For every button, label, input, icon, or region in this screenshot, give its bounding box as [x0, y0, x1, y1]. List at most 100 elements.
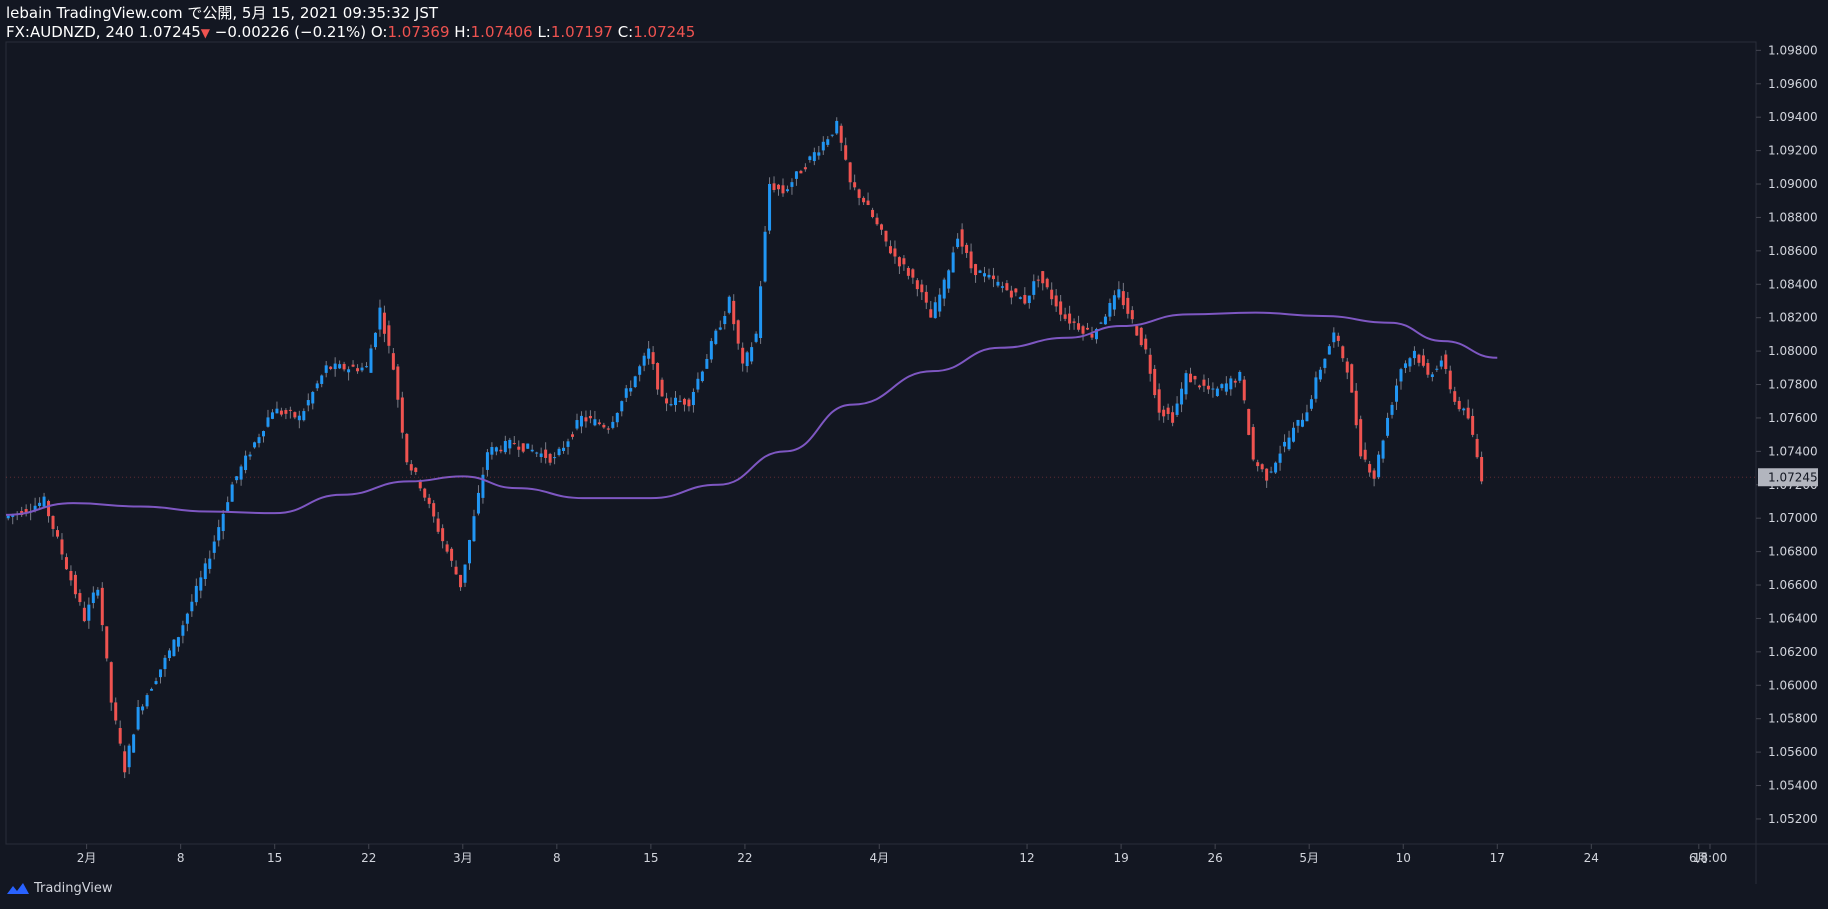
candle-body — [517, 446, 521, 450]
candle-body — [463, 564, 467, 583]
candle-body — [333, 363, 337, 370]
candle-body — [1036, 279, 1040, 281]
candle-body — [51, 515, 55, 529]
y-tick-label: 1.09400 — [1768, 110, 1818, 124]
y-tick-label: 1.06800 — [1768, 545, 1818, 559]
candle-body — [521, 443, 525, 452]
candle-body — [1139, 327, 1143, 346]
candle-body — [938, 294, 942, 312]
candle-body — [181, 625, 185, 636]
candle-body — [185, 613, 189, 624]
candle-body — [1354, 390, 1358, 426]
candle-body — [902, 258, 906, 265]
candle-body — [718, 327, 722, 330]
candle-body — [338, 364, 342, 369]
candle-body — [696, 378, 700, 390]
candle-body — [960, 229, 964, 247]
candle-body — [1363, 449, 1367, 460]
candle-body — [423, 488, 427, 498]
candle-body — [1466, 407, 1470, 419]
x-tick-label: 3月 — [453, 851, 473, 865]
y-tick-label: 1.05800 — [1768, 712, 1818, 726]
candle-body — [1381, 440, 1385, 459]
candle-body — [566, 441, 570, 447]
last-price-tag: 1.07245 — [6, 468, 1818, 487]
candle-body — [297, 415, 301, 421]
plot-border — [5, 41, 1757, 845]
candle-body — [1247, 408, 1251, 435]
candle-body — [1171, 412, 1175, 423]
candle-body — [575, 420, 579, 429]
candle-body — [1327, 346, 1331, 355]
candle-body — [1435, 368, 1439, 370]
candle-body — [6, 515, 10, 519]
candle-body — [611, 421, 615, 428]
candle-body — [1220, 384, 1224, 389]
candle-body — [118, 728, 122, 744]
candle-body — [906, 267, 910, 276]
close-label: C: — [617, 23, 634, 41]
candle-body — [624, 388, 628, 398]
candle-body — [642, 355, 646, 366]
candle-body — [1112, 295, 1116, 310]
candle-body — [1130, 310, 1134, 320]
symbol-label: FX:AUDNZD, 240 — [6, 23, 134, 41]
candle-body — [244, 455, 248, 471]
tradingview-footer: TradingView — [6, 880, 113, 896]
candle-body — [884, 230, 888, 242]
y-tick-label: 1.08800 — [1768, 210, 1818, 224]
candle-body — [911, 269, 915, 278]
candle-body — [1153, 368, 1157, 396]
candle-body — [1054, 295, 1058, 307]
candle-body — [1448, 370, 1452, 390]
candle-body — [284, 410, 288, 414]
candle-body — [754, 333, 758, 342]
candle-body — [750, 347, 754, 362]
candle-body — [978, 270, 982, 273]
candle-body — [329, 366, 333, 369]
candle-body — [1345, 361, 1349, 373]
candle-body — [1121, 291, 1125, 306]
candle-body — [324, 365, 328, 373]
candle-body — [1417, 354, 1421, 363]
candle-body — [199, 577, 203, 591]
symbol-info-row: FX:AUDNZD, 240 1.07245▼ −0.00226 (−0.21%… — [6, 23, 695, 43]
candle-body — [1077, 323, 1081, 330]
candle-body — [602, 424, 606, 428]
candle-body — [956, 238, 960, 247]
candle-body — [212, 541, 216, 553]
candle-body — [270, 412, 274, 419]
candle-body — [915, 280, 919, 290]
candle-body — [557, 448, 561, 456]
candle-body — [871, 209, 875, 218]
candle-body — [87, 604, 91, 621]
candle-body — [450, 548, 454, 561]
candle-body — [1462, 408, 1466, 411]
candle-body — [732, 300, 736, 325]
candle-body — [1341, 346, 1345, 359]
candle-body — [441, 528, 445, 542]
candle-body — [217, 527, 221, 541]
candle-body — [288, 409, 292, 411]
candle-body — [1148, 354, 1152, 374]
open-label: O: — [370, 23, 388, 41]
candle-body — [665, 398, 669, 404]
tradingview-logo-icon — [7, 883, 29, 894]
candle-body — [253, 442, 257, 448]
candle-body — [1099, 322, 1103, 324]
candle-body — [562, 447, 566, 452]
candle-body — [714, 330, 718, 344]
candle-body — [656, 363, 660, 390]
y-tick-label: 1.07600 — [1768, 411, 1818, 425]
y-tick-label: 1.08400 — [1768, 277, 1818, 291]
last-price-badge — [1758, 468, 1818, 487]
candle-body — [1269, 471, 1273, 473]
candle-body — [69, 570, 73, 581]
candle-body — [1332, 332, 1336, 343]
candle-body — [674, 397, 678, 406]
candle-body — [485, 452, 489, 470]
candle-body — [593, 419, 597, 426]
candle-body — [132, 734, 136, 753]
y-tick-label: 1.09800 — [1768, 43, 1818, 57]
